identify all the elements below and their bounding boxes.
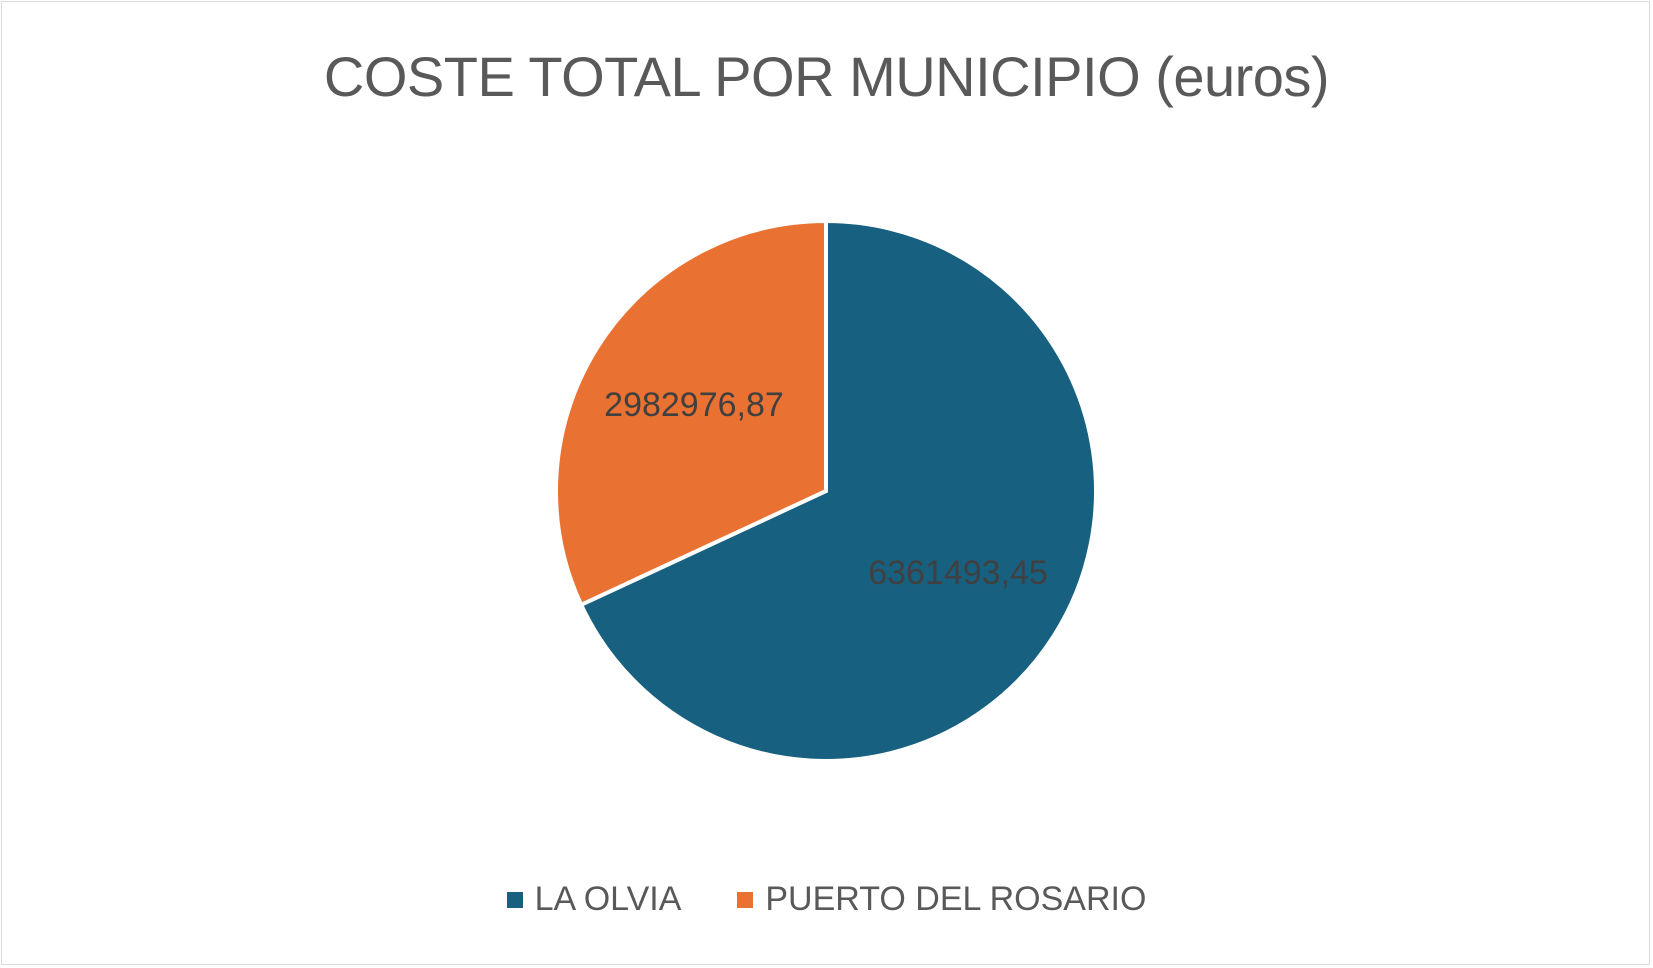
legend-item-la-olvia: LA OLVIA (506, 880, 682, 919)
data-label-puerto-del-rosario: 2982976,87 (604, 386, 784, 424)
legend-item-puerto-del-rosario: PUERTO DEL ROSARIO (737, 880, 1146, 919)
legend-label-puerto-del-rosario: PUERTO DEL ROSARIO (765, 880, 1147, 918)
pie-slice-la-olvia (578, 218, 1098, 763)
chart-title: COSTE TOTAL POR MUNICIPIO (euros) (323, 45, 1330, 108)
legend-swatch-la-olvia (506, 891, 523, 908)
pie-slice-puerto-del-rosario (554, 218, 828, 608)
chart-legend: LA OLVIA PUERTO DEL ROSARIO (2, 880, 1651, 919)
data-label-la-olvia: 6361493,45 (868, 554, 1048, 592)
legend-swatch-puerto-del-rosario (737, 891, 754, 908)
legend-label-la-olvia: LA OLVIA (534, 880, 682, 918)
